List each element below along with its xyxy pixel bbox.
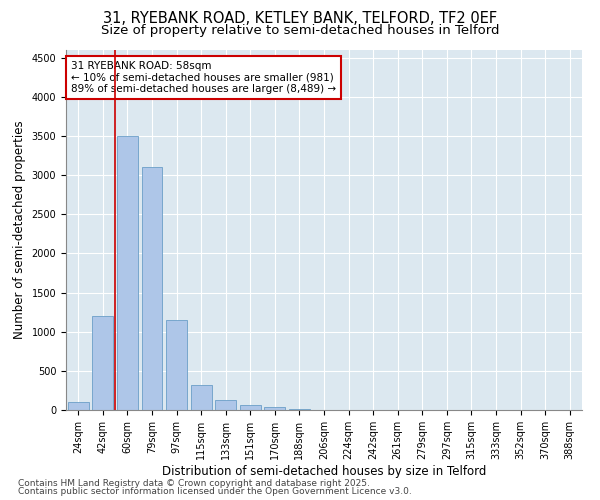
Text: Size of property relative to semi-detached houses in Telford: Size of property relative to semi-detach… [101, 24, 499, 37]
Bar [92, 316, 113, 410]
Bar [265, 407, 286, 410]
Bar [215, 400, 236, 410]
Bar [166, 320, 187, 410]
Text: 31, RYEBANK ROAD, KETLEY BANK, TELFORD, TF2 0EF: 31, RYEBANK ROAD, KETLEY BANK, TELFORD, … [103, 11, 497, 26]
X-axis label: Distribution of semi-detached houses by size in Telford: Distribution of semi-detached houses by … [162, 464, 486, 477]
Bar [68, 402, 89, 410]
Text: Contains HM Land Registry data © Crown copyright and database right 2025.: Contains HM Land Registry data © Crown c… [18, 478, 370, 488]
Y-axis label: Number of semi-detached properties: Number of semi-detached properties [13, 120, 26, 340]
Text: Contains public sector information licensed under the Open Government Licence v3: Contains public sector information licen… [18, 487, 412, 496]
Bar [117, 136, 138, 410]
Bar [289, 409, 310, 410]
Bar [142, 168, 163, 410]
Text: 31 RYEBANK ROAD: 58sqm
← 10% of semi-detached houses are smaller (981)
89% of se: 31 RYEBANK ROAD: 58sqm ← 10% of semi-det… [71, 61, 336, 94]
Bar [240, 406, 261, 410]
Bar [191, 385, 212, 410]
